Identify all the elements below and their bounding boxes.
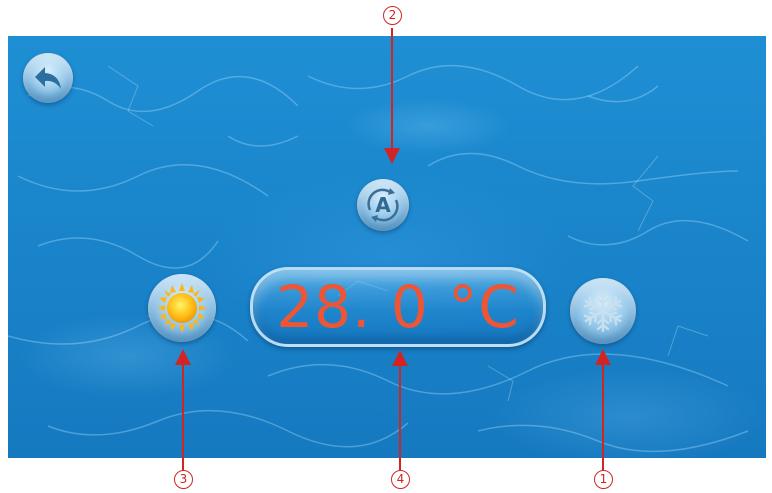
sun-icon [157,283,207,333]
callout-4-label: 4 [391,470,410,489]
temperature-value: 28. 0 °C [276,273,520,341]
callout-1-label: 1 [594,470,613,489]
cool-mode-button[interactable] [570,278,636,344]
callout-3-label: 3 [174,470,193,489]
pool-control-screen: A [8,36,766,458]
auto-mode-label: A [375,193,391,217]
back-button[interactable] [23,53,73,103]
heat-mode-button[interactable] [148,274,216,342]
water-caustics-background [8,64,749,453]
callout-2-label: 2 [383,6,402,25]
snowflake-icon [582,289,624,333]
auto-mode-icon: A [367,188,399,222]
temperature-display[interactable]: 28. 0 °C [250,267,546,347]
auto-mode-button[interactable]: A [357,179,409,231]
back-arrow-icon [35,67,61,89]
